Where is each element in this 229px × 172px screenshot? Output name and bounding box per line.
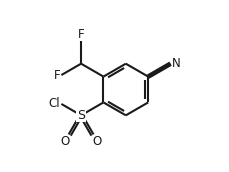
Text: N: N <box>172 57 180 70</box>
Text: Cl: Cl <box>49 97 60 110</box>
Text: S: S <box>77 109 85 122</box>
Text: O: O <box>93 135 102 148</box>
Text: F: F <box>77 28 84 41</box>
Text: O: O <box>60 135 69 148</box>
Text: F: F <box>54 69 60 82</box>
